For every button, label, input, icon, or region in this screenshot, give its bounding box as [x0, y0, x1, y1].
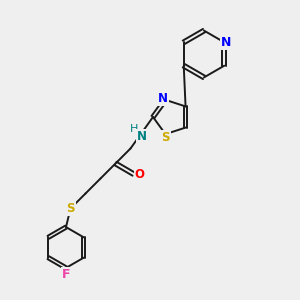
Text: N: N [137, 130, 147, 143]
Text: S: S [161, 131, 170, 144]
Text: H: H [130, 124, 138, 134]
Text: O: O [134, 167, 145, 181]
Text: S: S [66, 202, 75, 215]
Text: N: N [221, 36, 232, 49]
Text: F: F [62, 268, 70, 281]
Text: N: N [158, 92, 168, 105]
